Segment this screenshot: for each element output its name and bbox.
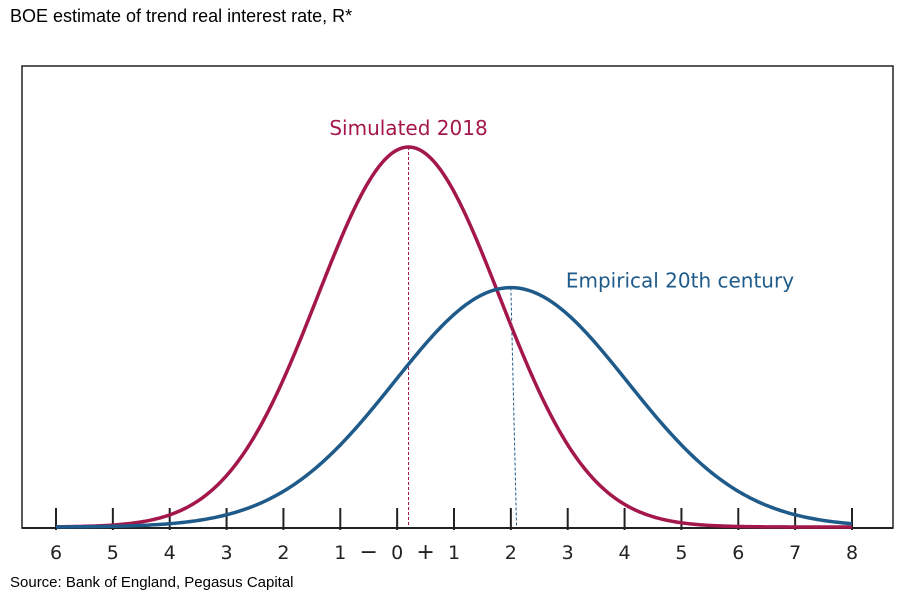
x-tick-label: 6	[50, 542, 62, 564]
x-tick-label: 7	[789, 542, 801, 564]
negative-sign: −	[359, 540, 377, 565]
x-tick-label: 5	[107, 542, 119, 564]
chart-source: Source: Bank of England, Pegasus Capital	[10, 574, 294, 591]
x-tick-label: 8	[846, 542, 858, 564]
peak-markers	[408, 147, 518, 528]
series-curves	[55, 145, 853, 529]
x-tick-label: 4	[619, 542, 631, 564]
x-tick-label: 6	[732, 542, 744, 564]
x-tick-label: 1	[334, 542, 346, 564]
x-axis-ticks: 6 5 4 3 2 1 0 1 2 3 4 5 6 7 8	[50, 508, 858, 564]
positive-sign: +	[416, 540, 434, 565]
x-tick-label: 0	[391, 542, 403, 564]
x-tick-label: 5	[675, 542, 687, 564]
chart-title: BOE estimate of trend real interest rate…	[10, 6, 353, 26]
x-tick-label: 4	[164, 542, 176, 564]
series-line	[55, 285, 853, 529]
x-tick-label: 3	[562, 542, 574, 564]
x-tick-label: 2	[277, 542, 289, 564]
x-tick-label: 2	[505, 542, 517, 564]
x-tick-label: 3	[221, 542, 233, 564]
series-label-simulated-2018: Simulated 2018	[329, 116, 487, 140]
series-label-empirical-20th-century: Empirical 20th century	[566, 269, 794, 293]
x-tick-label: 1	[448, 542, 460, 564]
series-line	[55, 145, 852, 529]
